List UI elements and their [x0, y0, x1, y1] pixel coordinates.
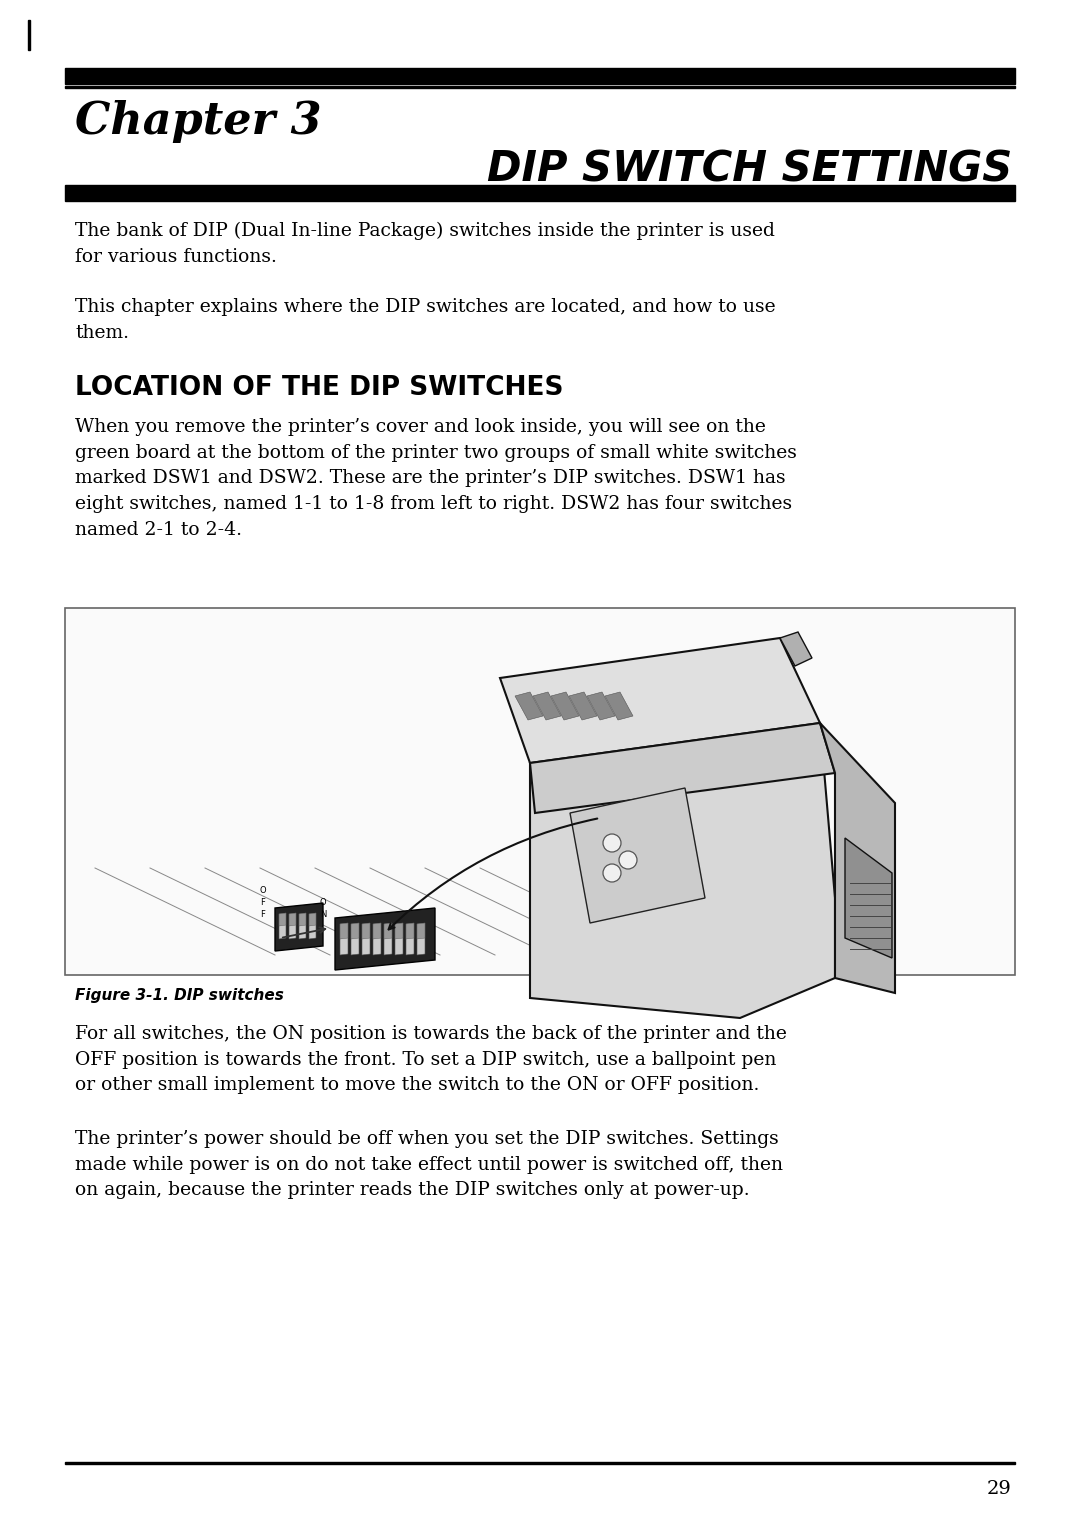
- Text: For all switches, the ON position is towards the back of the printer and the
OFF: For all switches, the ON position is tow…: [75, 1025, 787, 1094]
- Polygon shape: [605, 692, 633, 720]
- Polygon shape: [340, 923, 348, 940]
- Polygon shape: [289, 912, 296, 940]
- Polygon shape: [395, 923, 403, 955]
- Polygon shape: [362, 923, 370, 955]
- Bar: [65, 87, 1015, 88]
- Polygon shape: [417, 923, 426, 955]
- Polygon shape: [335, 908, 435, 970]
- Text: N: N: [320, 909, 326, 918]
- Polygon shape: [417, 923, 426, 940]
- Polygon shape: [515, 692, 543, 720]
- Polygon shape: [279, 912, 286, 926]
- Polygon shape: [362, 923, 370, 940]
- Polygon shape: [384, 923, 392, 940]
- Polygon shape: [384, 923, 392, 955]
- Circle shape: [603, 864, 621, 882]
- Polygon shape: [289, 912, 296, 926]
- Text: O: O: [320, 899, 326, 906]
- Text: LOCATION OF THE DIP SWITCHES: LOCATION OF THE DIP SWITCHES: [75, 375, 564, 401]
- Polygon shape: [820, 723, 895, 993]
- Polygon shape: [406, 923, 414, 940]
- Polygon shape: [570, 788, 705, 923]
- Polygon shape: [299, 912, 306, 940]
- Polygon shape: [340, 923, 348, 955]
- Text: O: O: [259, 887, 267, 896]
- Polygon shape: [845, 838, 892, 958]
- Polygon shape: [275, 903, 323, 950]
- Bar: [65, 609, 1015, 975]
- Text: F: F: [260, 909, 266, 918]
- Polygon shape: [373, 923, 381, 940]
- Text: Figure 3-1. DIP switches: Figure 3-1. DIP switches: [75, 988, 284, 1003]
- Polygon shape: [309, 912, 316, 926]
- Polygon shape: [395, 923, 403, 940]
- Polygon shape: [309, 912, 316, 940]
- Text: This chapter explains where the DIP switches are located, and how to use
them.: This chapter explains where the DIP swit…: [75, 298, 775, 342]
- Bar: [28, 20, 30, 50]
- Bar: [65, 1462, 1015, 1463]
- Polygon shape: [780, 631, 812, 666]
- Text: DIP SWITCH SETTINGS: DIP SWITCH SETTINGS: [487, 147, 1012, 190]
- Text: F: F: [260, 899, 266, 906]
- Text: 29: 29: [987, 1480, 1012, 1498]
- Polygon shape: [588, 692, 615, 720]
- Polygon shape: [299, 912, 306, 926]
- Polygon shape: [351, 923, 359, 940]
- Polygon shape: [500, 638, 820, 764]
- Polygon shape: [530, 723, 835, 814]
- Circle shape: [603, 833, 621, 852]
- Polygon shape: [534, 692, 561, 720]
- Text: Chapter 3: Chapter 3: [75, 100, 322, 143]
- Text: The bank of DIP (Dual In-line Package) switches inside the printer is used
for v: The bank of DIP (Dual In-line Package) s…: [75, 222, 774, 266]
- Text: When you remove the printer’s cover and look inside, you will see on the
green b: When you remove the printer’s cover and …: [75, 417, 797, 539]
- Polygon shape: [530, 723, 835, 1019]
- Text: The printer’s power should be off when you set the DIP switches. Settings
made w: The printer’s power should be off when y…: [75, 1129, 783, 1199]
- Polygon shape: [373, 923, 381, 955]
- Polygon shape: [406, 923, 414, 955]
- Polygon shape: [569, 692, 597, 720]
- Polygon shape: [279, 912, 286, 940]
- Polygon shape: [551, 692, 579, 720]
- Polygon shape: [351, 923, 359, 955]
- Bar: [65, 68, 1015, 83]
- Bar: [65, 185, 1015, 200]
- Circle shape: [619, 852, 637, 868]
